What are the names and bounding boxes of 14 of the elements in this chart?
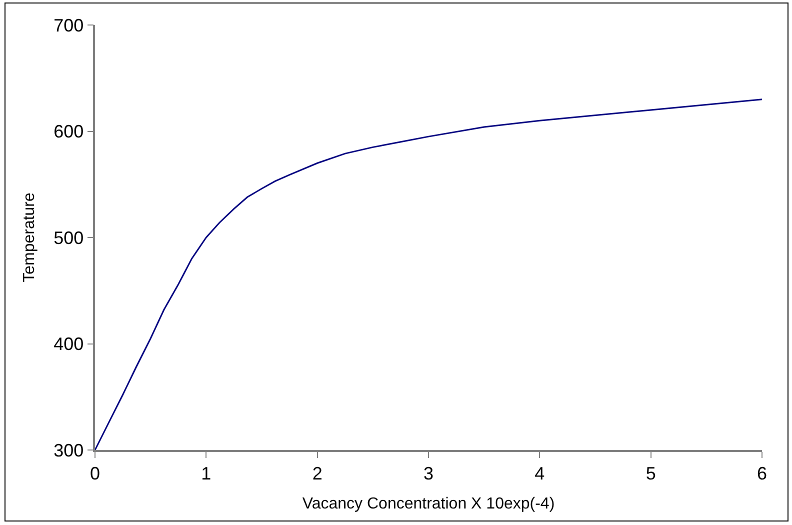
x-tick-label: 1 [201,463,212,484]
y-tick-label: 300 [54,440,84,460]
x-tick-label: 6 [756,463,768,484]
x-tick-label: 5 [646,463,656,484]
y-tick-label: 700 [54,15,84,36]
x-tick-label: 4 [534,463,545,484]
x-tick-label: 0 [90,463,100,484]
x-tick-label: 3 [423,463,434,484]
y-axis-title: Temperature [21,192,38,282]
x-axis-title: Vacancy Concentration X 10exp(-4) [302,496,555,513]
y-tick-label: 400 [54,334,84,354]
y-tick-label: 500 [54,228,84,248]
x-tick-label: 2 [312,463,322,484]
y-tick-label: 600 [54,122,84,142]
